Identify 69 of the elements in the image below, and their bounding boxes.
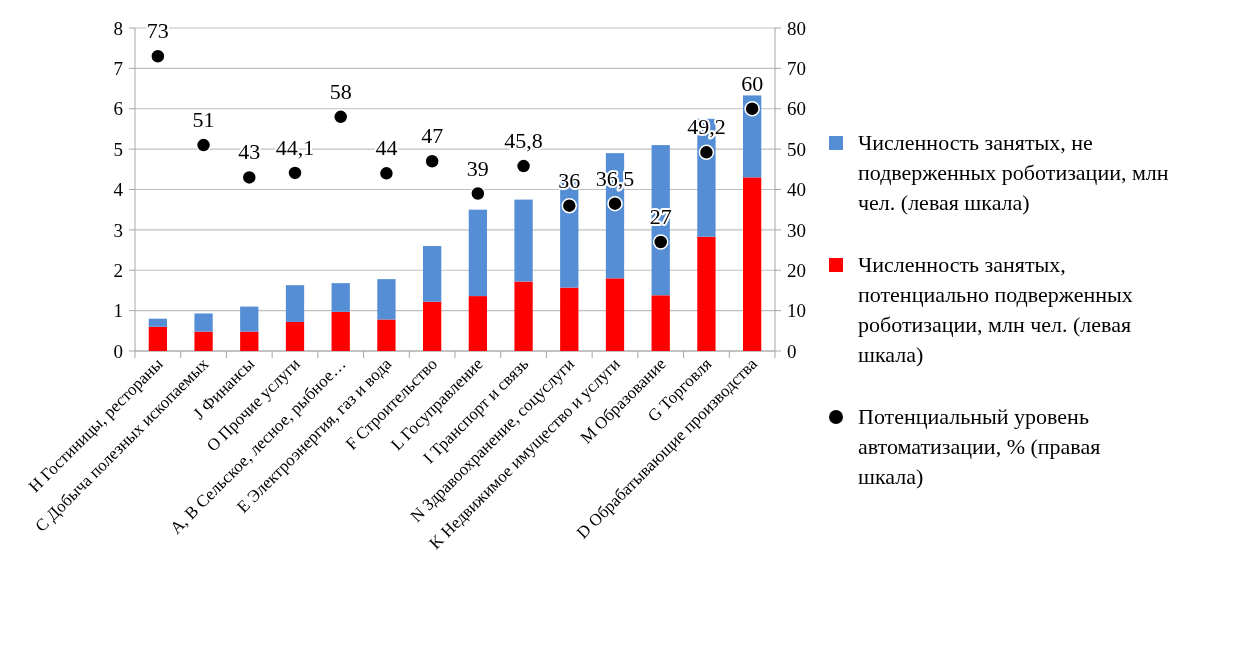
- data-label: 51: [192, 107, 215, 133]
- legend-label: Численность занятых, потенциально подверженных роботизации, млн чел. (левая шкала): [858, 252, 1133, 367]
- bar: [194, 331, 213, 351]
- bar: [331, 311, 350, 351]
- y2-tick-label: 70: [787, 58, 806, 80]
- y-tick-label: 7: [113, 58, 123, 80]
- bar: [560, 287, 579, 351]
- legend-label: Численность занятых, не подверженных роботизации, млн чел. (левая шкала): [858, 130, 1169, 215]
- point: [698, 144, 715, 161]
- bar: [423, 301, 442, 351]
- data-label: 60: [741, 70, 764, 96]
- y-tick-label: 1: [113, 300, 123, 322]
- point: [607, 195, 623, 212]
- y-tick-label: 6: [113, 98, 123, 120]
- point: [332, 109, 349, 125]
- bar: [285, 321, 305, 351]
- bar: [697, 236, 716, 351]
- point: [515, 158, 532, 174]
- y2-tick-label: 40: [787, 179, 806, 201]
- y-tick-label: 5: [113, 138, 123, 160]
- data-label: 58: [329, 78, 352, 104]
- bar: [331, 283, 350, 312]
- y2-tick-label: 30: [787, 219, 806, 241]
- data-label: 44: [375, 135, 398, 161]
- y2-tick-label: 10: [787, 300, 806, 322]
- bar: [651, 295, 670, 351]
- y2-tick-label: 0: [787, 340, 797, 362]
- bar: [194, 313, 213, 332]
- bar: [377, 279, 396, 320]
- point: [652, 234, 669, 250]
- data-label: 73: [146, 18, 169, 44]
- y2-tick-label: 20: [787, 259, 806, 281]
- bar: [148, 318, 167, 327]
- point: [287, 165, 303, 181]
- bar: [377, 319, 396, 351]
- point: [744, 101, 760, 117]
- bar: [514, 281, 533, 351]
- data-label: 49,2: [687, 114, 726, 140]
- point: [241, 169, 258, 186]
- bar: [514, 199, 533, 282]
- bar: [468, 209, 487, 297]
- y-tick-label: 2: [113, 259, 123, 281]
- y-tick-label: 8: [113, 17, 123, 39]
- y2-tick-label: 60: [787, 98, 806, 120]
- y-tick-label: 3: [113, 219, 123, 241]
- bar: [743, 177, 762, 351]
- point: [424, 153, 440, 169]
- legend-label: Потенциальный уровень автоматизации, % (правая шкала): [858, 404, 1101, 489]
- data-label: 44,1: [275, 134, 315, 160]
- y-tick-label: 4: [113, 179, 124, 201]
- bar: [468, 296, 487, 351]
- bar: [423, 246, 442, 302]
- bar: [148, 326, 167, 351]
- data-label: 39: [466, 155, 489, 181]
- y2-tick-label: 80: [787, 17, 806, 39]
- y2-tick-label: 50: [787, 138, 806, 160]
- point: [378, 165, 395, 182]
- data-label: 45,8: [504, 128, 543, 154]
- bar: [605, 278, 625, 351]
- bar: [240, 331, 259, 351]
- bar: [285, 285, 305, 322]
- data-label: 43: [238, 139, 261, 165]
- point: [561, 197, 578, 214]
- point: [470, 185, 486, 202]
- bar: [240, 306, 259, 332]
- y-tick-label: 0: [113, 340, 123, 362]
- data-label: 47: [421, 123, 444, 149]
- point: [195, 137, 212, 153]
- point: [150, 48, 166, 65]
